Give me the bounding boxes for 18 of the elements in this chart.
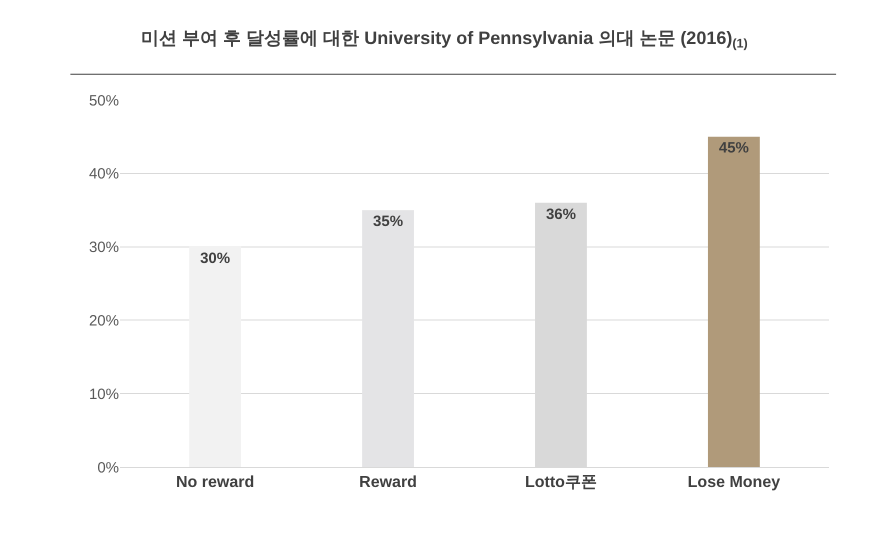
bar — [362, 210, 414, 467]
y-tick-label: 40% — [88, 166, 119, 183]
x-tick-label: Reward — [359, 474, 417, 492]
data-label: 30% — [200, 250, 230, 267]
data-label: 45% — [718, 140, 749, 157]
bar — [708, 136, 760, 467]
data-label: 35% — [373, 213, 404, 230]
y-tick-label: 0% — [97, 459, 119, 476]
y-tick-label: 30% — [88, 239, 119, 256]
chart-title: 미션 부여 후 달성률에 대한 University of Pennsylvania 의대 논문 (2016)$_{(1)}$ — [141, 28, 748, 51]
bar — [189, 246, 242, 467]
y-tick-label: 50% — [88, 92, 119, 110]
x-tick-label: Lose Money — [688, 474, 780, 492]
data-label: 36% — [546, 206, 576, 223]
x-tick-label: No reward — [176, 474, 254, 492]
y-tick-label: 10% — [88, 386, 119, 403]
x-tick-label: Lotto쿠폰 — [524, 474, 597, 492]
y-tick-label: 20% — [88, 312, 119, 330]
